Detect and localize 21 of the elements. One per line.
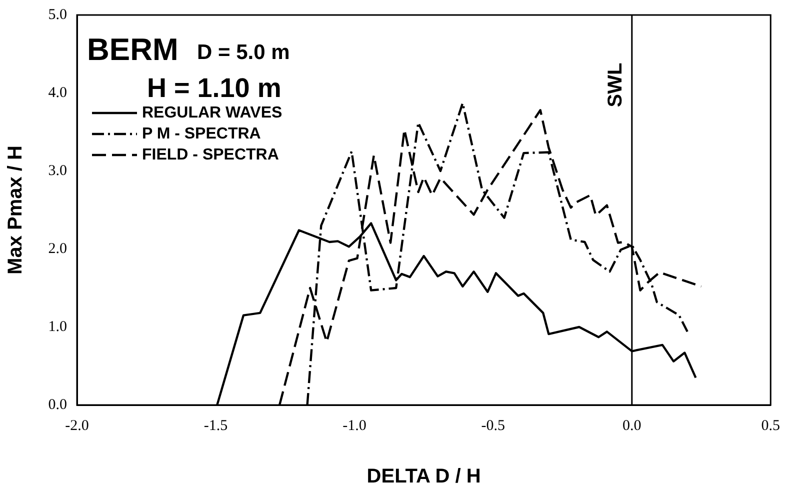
legend-label: P M - SPECTRA xyxy=(142,125,262,142)
annotation: D = 5.0 m xyxy=(197,41,290,64)
y-tick-label: 4.0 xyxy=(48,84,67,101)
x-axis-title: DELTA D / H xyxy=(366,466,481,488)
x-tick-label: -0.5 xyxy=(481,418,506,434)
y-tick-label: 3.0 xyxy=(48,162,67,179)
x-tick-label: -1.0 xyxy=(342,418,366,434)
y-tick-label: 0.0 xyxy=(48,396,67,413)
x-tick-label: -2.0 xyxy=(65,418,89,434)
legend-label: FIELD - SPECTRA xyxy=(142,146,280,164)
x-tick-label: -1.5 xyxy=(204,418,228,434)
y-tick-label: 5.0 xyxy=(48,6,67,23)
y-tick-label: 2.0 xyxy=(48,240,67,257)
x-tick-label: 0.5 xyxy=(761,418,780,434)
annotation: H = 1.10 m xyxy=(147,73,282,103)
y-tick-label: 1.0 xyxy=(48,318,67,335)
legend-label: REGULAR WAVES xyxy=(142,104,282,122)
y-axis-title: Max Pmax / H xyxy=(4,146,27,274)
text: BERM xyxy=(87,32,178,67)
x-tick-label: 0.0 xyxy=(622,418,642,434)
ref-line-label: SWL xyxy=(604,62,626,108)
